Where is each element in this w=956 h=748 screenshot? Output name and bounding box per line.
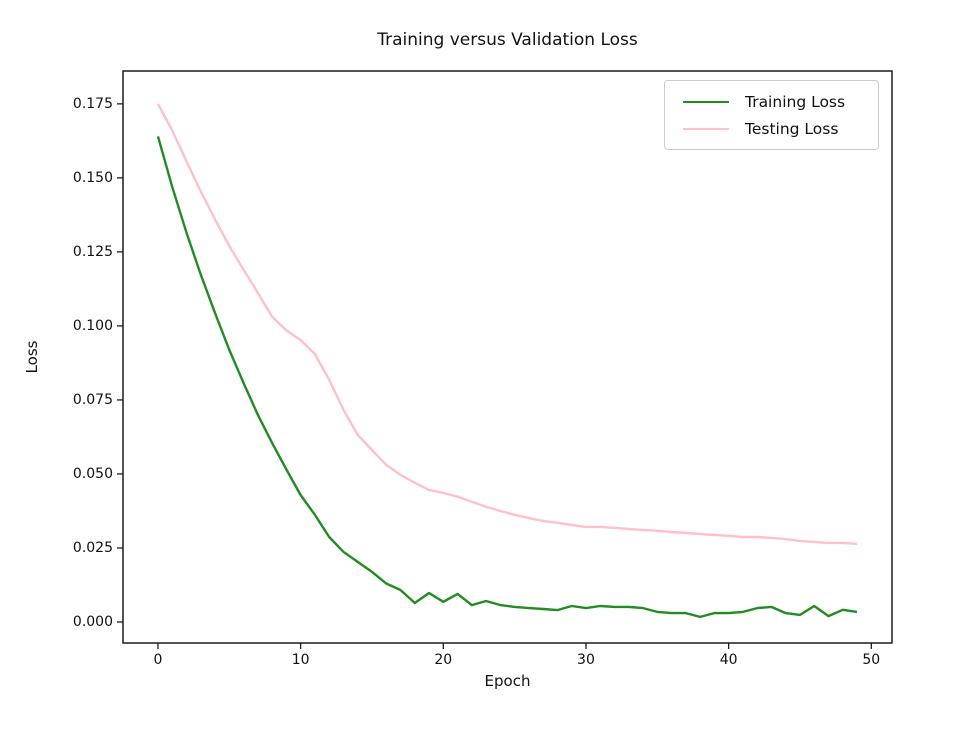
y-tick-label: 0.000 [72, 613, 113, 630]
legend-label-training: Training Loss [745, 92, 846, 111]
axes-spines [122, 70, 893, 644]
x-tick-label: 30 [577, 652, 595, 668]
x-axis-label: Epoch [484, 672, 531, 690]
x-tick-label: 50 [862, 652, 881, 668]
legend: Training Loss Testing Loss [664, 80, 879, 150]
y-tick-label: 0.125 [72, 243, 113, 260]
legend-item-training: Training Loss [675, 93, 868, 111]
x-tick-label: 10 [291, 652, 310, 668]
y-tick-label: 0.025 [72, 539, 113, 556]
series-line-0 [156, 136, 858, 619]
x-tick-label: 0 [153, 652, 163, 668]
legend-label-testing: Testing Loss [745, 119, 839, 138]
x-tick-label: 40 [719, 652, 738, 668]
y-tick-label: 0.175 [72, 95, 113, 112]
chart-title: Training versus Validation Loss [377, 30, 638, 50]
legend-item-testing: Testing Loss [675, 120, 868, 138]
y-tick-label: 0.075 [72, 391, 113, 408]
y-axis-label: Loss [23, 340, 41, 374]
plot-area [156, 103, 858, 619]
x-tick-label: 20 [434, 652, 453, 668]
legend-line-testing [683, 127, 729, 130]
y-tick-label: 0.050 [72, 465, 113, 482]
series-line-1 [156, 103, 858, 545]
axis-ticks [117, 103, 872, 649]
y-tick-label: 0.150 [72, 169, 113, 186]
y-tick-label: 0.100 [72, 317, 113, 334]
legend-line-training [683, 100, 729, 103]
axes-frame [122, 70, 893, 644]
